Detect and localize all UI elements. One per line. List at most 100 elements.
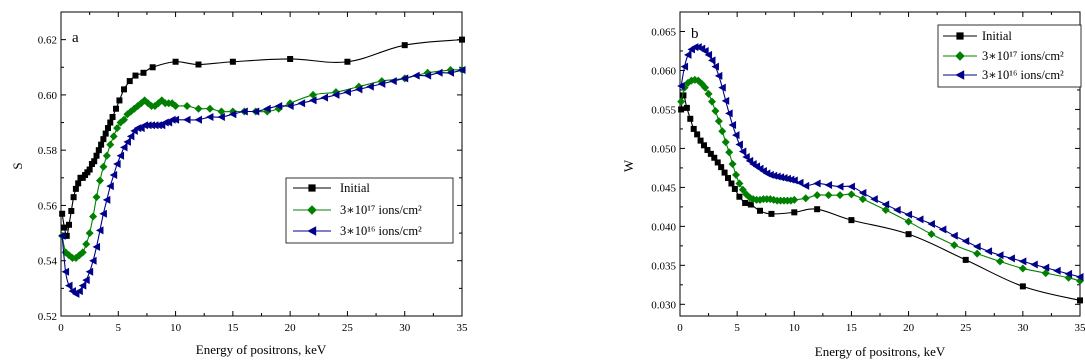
panel-a-data-point: [72, 185, 79, 192]
panel-b-letter: b: [691, 26, 699, 42]
panel-a-data-point: [75, 180, 82, 187]
panel-b-data-point: [694, 131, 701, 138]
panel-b-y-tick-label: 0.035: [651, 260, 676, 272]
panel-a-y-tick-label: 0.56: [38, 200, 58, 212]
panel-b-series-0: [678, 92, 1083, 304]
panel-a-data-point: [459, 36, 465, 43]
panel-a-data-point: [183, 101, 192, 110]
panel-b-data-point: [904, 217, 913, 226]
panel-a-legend-label-initial: Initial: [340, 181, 370, 195]
panel-b-data-point: [728, 160, 737, 168]
panel-b-y-tick-label: 0.045: [651, 182, 676, 194]
panel-b-data-point: [836, 191, 844, 200]
panel-a-data-point: [194, 115, 202, 124]
panel-a-data-point: [107, 119, 114, 126]
panel-b-data-point: [905, 231, 912, 238]
panel-b-data-point: [847, 182, 855, 191]
panel-a-data-point: [320, 93, 329, 102]
panel-b-data-point: [836, 182, 844, 191]
panel-a-y-tick-label: 0.54: [38, 256, 58, 268]
panel-a-x-tick-label: 35: [457, 322, 469, 334]
panel-b-x-tick-label: 10: [789, 322, 801, 334]
panel-a-data-point: [401, 42, 408, 49]
panel-a-data-point: [126, 78, 133, 85]
panel-a-ylabel: S: [10, 162, 25, 169]
panel-b-x-tick-label: 25: [960, 322, 972, 334]
panel-b-data-point: [732, 131, 740, 140]
panel-b-x-tick-label: 5: [734, 322, 740, 334]
panel-b-data-point: [768, 210, 775, 217]
panel-a-data-point: [205, 113, 214, 122]
panel-b-data-point: [814, 206, 821, 213]
panel-a-data-point: [91, 158, 98, 165]
panel-a-data-point: [59, 210, 66, 217]
panel-b-legend-label-initial: Initial: [982, 29, 1012, 43]
panel-b-data-point: [813, 191, 822, 200]
panel-b-data-point: [916, 215, 924, 224]
panel-b-grid-and-axes: 0 5 10 15 20 25 30 35 0.030 0.035 0.040 0.045 0.050 0…: [651, 11, 1085, 334]
panel-b-data-point: [711, 106, 720, 115]
panel-b-data-point: [757, 207, 763, 214]
panel-b-data-point: [704, 89, 713, 98]
panel-b-data-point: [984, 247, 993, 256]
panel-b-data-point: [938, 225, 947, 234]
panel-a-data-point: [297, 99, 306, 108]
panel-b-x-tick-label: 20: [903, 322, 915, 334]
panel-a-x-tick-label: 0: [58, 322, 64, 334]
panel-a-data-point: [102, 130, 109, 137]
panel-b-series-layer: [677, 43, 1084, 304]
panel-b-data-point: [847, 190, 856, 199]
panel-a-data-point: [109, 114, 116, 121]
panel-b-data-point: [813, 179, 821, 188]
panel-a-legend-marker-square-icon: [308, 184, 316, 192]
panel-a-x-tick-label: 10: [170, 322, 182, 334]
panel-a-data-point: [86, 166, 93, 173]
panel-b-data-point: [687, 115, 694, 122]
panel-a-data-point: [95, 176, 104, 185]
panel-b-data-point: [725, 175, 731, 182]
panel-a-data-point: [93, 152, 100, 159]
panel-a-data-point: [99, 162, 108, 171]
panel-b-data-point: [725, 148, 734, 157]
panel-a-x-tick-label: 30: [399, 322, 411, 334]
panel-a-data-point: [92, 193, 101, 202]
panel-a-x-tick-label: 5: [116, 322, 122, 334]
panel-a-data-point: [287, 55, 294, 62]
panel-a-data-point: [140, 69, 147, 76]
panel-b-legend-marker-square-icon: [956, 32, 964, 40]
panel-b-data-point: [1077, 297, 1083, 304]
panel-a-data-point: [113, 160, 121, 168]
panel-b-data-point: [728, 180, 735, 187]
panel-a-data-point: [109, 132, 118, 141]
panel-b-x-tick-label: 30: [1017, 322, 1029, 334]
panel-a-data-point: [102, 151, 111, 160]
panel-b-data-point: [791, 209, 798, 216]
panel-b-data-point: [1018, 257, 1027, 266]
panel-a-data-point: [70, 194, 77, 201]
panel-b-legend: Initial 3∗10¹⁷ ions/cm² 3∗10¹⁶ ions/cm²: [937, 24, 1082, 88]
panel-b-data-point: [721, 169, 728, 176]
panel-a-grid-and-axes: 0 5 10 15 20 25 30 35 0.52 0.54 0.56 0.58 0.60 0.62: [38, 11, 469, 334]
panel-a-data-point: [132, 72, 139, 79]
panel-a-data-point: [100, 136, 107, 143]
panel-b-data-point: [683, 104, 690, 111]
panel-a-data-point: [106, 140, 115, 149]
panel-a-data-point: [104, 125, 111, 132]
panel-b-data-point: [728, 121, 737, 130]
panel-b-data-point: [735, 140, 743, 149]
panel-a-data-point: [183, 115, 191, 124]
panel-b-x-tick-label: 35: [1075, 322, 1085, 334]
panel-a-legend: Initial 3∗10¹⁷ ions/cm² 3∗10¹⁶ ions/cm²: [285, 177, 454, 244]
panel-a-data-point: [89, 212, 98, 221]
panel-a-xlabel: Energy of positrons, keV: [196, 342, 327, 357]
panel-b-data-point: [962, 256, 969, 263]
panel-b-y-tick-label: 0.040: [651, 221, 676, 233]
panel-b-data-point: [973, 249, 982, 258]
panel-b-data-point: [677, 82, 685, 91]
panel-b-data-point: [1018, 264, 1027, 273]
panel-b-legend-label-1e16: 3∗10¹⁶ ions/cm²: [982, 68, 1064, 82]
panel-b-data-point: [1019, 283, 1026, 290]
panel-a-y-tick-label: 0.58: [38, 145, 58, 157]
panel-a-series-layer: [58, 36, 466, 298]
